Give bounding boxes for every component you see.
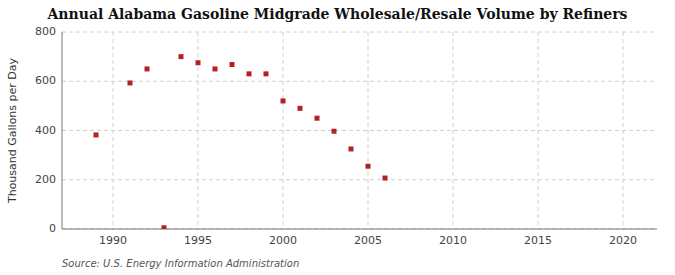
- y-grid-line: [62, 130, 657, 131]
- points: [94, 54, 388, 229]
- x-tick-label: 1990: [99, 234, 127, 247]
- x-tick-label: 2010: [439, 234, 467, 247]
- point: [349, 146, 354, 151]
- x-tick-label: 2015: [524, 234, 552, 247]
- point: [179, 54, 184, 59]
- x-tick-label: 2005: [354, 234, 382, 247]
- y-axis-label: Thousand Gallons per Day: [6, 57, 19, 204]
- grid: [62, 32, 657, 229]
- axes: 0 200 400 600 800 1990 1995 2000 2005 2010 2015 202…: [35, 25, 657, 247]
- y-tick-label: 0: [49, 222, 56, 235]
- x-axis-line: [62, 229, 657, 230]
- point: [298, 106, 303, 111]
- y-grid-line: [62, 32, 657, 33]
- point: [162, 225, 167, 229]
- y-axis-line: [62, 32, 63, 229]
- point: [145, 66, 150, 71]
- x-tick-label: 2020: [609, 234, 637, 247]
- y-tick-label: 400: [35, 124, 56, 137]
- point: [264, 71, 269, 76]
- point: [247, 71, 252, 76]
- point: [332, 129, 337, 134]
- y-tick-label: 600: [35, 74, 56, 87]
- y-grid-line: [62, 81, 657, 82]
- point: [128, 80, 133, 85]
- point: [383, 176, 388, 181]
- source-note: Source: U.S. Energy Information Administ…: [62, 258, 299, 269]
- x-grid-line: [283, 32, 284, 229]
- y-tick-label: 800: [35, 25, 56, 38]
- x-grid-line: [623, 32, 624, 229]
- point: [281, 98, 286, 103]
- point: [315, 116, 320, 121]
- point: [366, 164, 371, 169]
- x-grid-line: [368, 32, 369, 229]
- point: [94, 132, 99, 137]
- x-tick-label: 1995: [184, 234, 212, 247]
- chart: 0 200 400 600 800 1990 1995 2000 2005 2010 2015 202…: [0, 0, 675, 275]
- chart-container: 0 200 400 600 800 1990 1995 2000 2005 2010 2015 202…: [0, 0, 675, 275]
- point: [230, 62, 235, 67]
- x-grid-line: [113, 32, 114, 229]
- point: [213, 66, 218, 71]
- y-tick-label: 200: [35, 173, 56, 186]
- x-grid-line: [538, 32, 539, 229]
- y-grid-line: [62, 179, 657, 180]
- point: [196, 60, 201, 65]
- y-grid-line: [62, 229, 657, 230]
- title: Annual Alabama Gasoline Midgrade Wholesa…: [46, 6, 627, 22]
- x-grid-line: [453, 32, 454, 229]
- x-tick-label: 2000: [269, 234, 297, 247]
